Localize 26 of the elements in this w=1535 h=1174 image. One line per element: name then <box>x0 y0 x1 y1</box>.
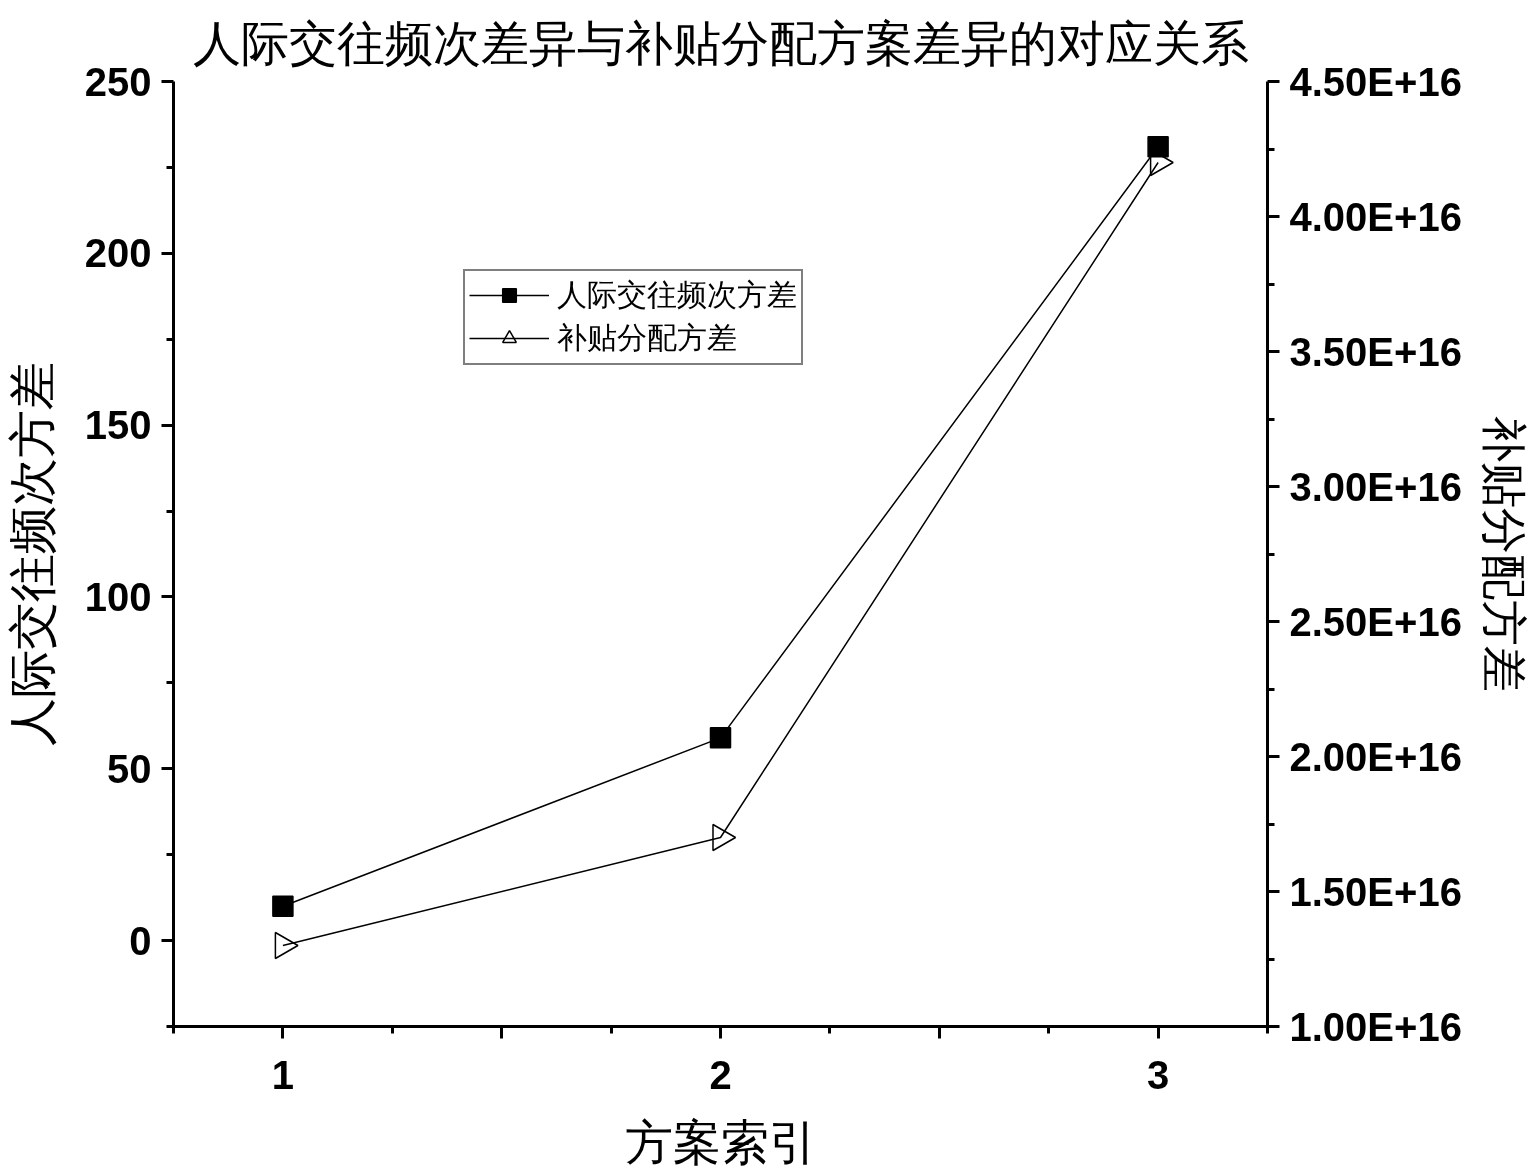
y2-tick-label: 2.00E+16 <box>1289 734 1462 779</box>
y2-tick-label: 3.50E+16 <box>1289 329 1462 374</box>
x-tick-label: 1 <box>271 1052 295 1097</box>
y-tick-label: 250 <box>84 59 152 104</box>
x-tick-label: 2 <box>709 1052 732 1097</box>
point <box>1147 136 1169 158</box>
y2-axis-title: 补贴分配方差 <box>1476 416 1531 692</box>
y2-tick-label: 2.50E+16 <box>1289 599 1462 644</box>
x-axis-title: 方案索引 <box>624 1113 817 1170</box>
legend-label: 人际交往频次方差 <box>557 275 798 314</box>
y2-tick-label: 3.00E+16 <box>1289 464 1462 509</box>
y-tick-label: 100 <box>84 574 152 619</box>
y2-tick-label: 4.00E+16 <box>1289 194 1462 239</box>
x-tick-label: 3 <box>1146 1052 1170 1097</box>
y-tick-label: 50 <box>107 746 152 791</box>
point <box>709 727 732 749</box>
point <box>272 895 294 917</box>
chart-title: 人际交往频次差异与补贴分配方案差异的对应关系 <box>192 14 1249 71</box>
legend-label: 补贴分配方差 <box>557 318 738 357</box>
y-tick-label: 200 <box>84 231 152 276</box>
y-axis-title: 人际交往频次方差 <box>3 362 60 746</box>
y2-tick-label: 1.00E+16 <box>1289 1004 1462 1049</box>
y2-tick-label: 4.50E+16 <box>1289 59 1462 104</box>
y-tick-label: 150 <box>84 403 152 448</box>
y-tick-label: 0 <box>129 918 152 963</box>
y2-tick-label: 1.50E+16 <box>1289 869 1462 914</box>
